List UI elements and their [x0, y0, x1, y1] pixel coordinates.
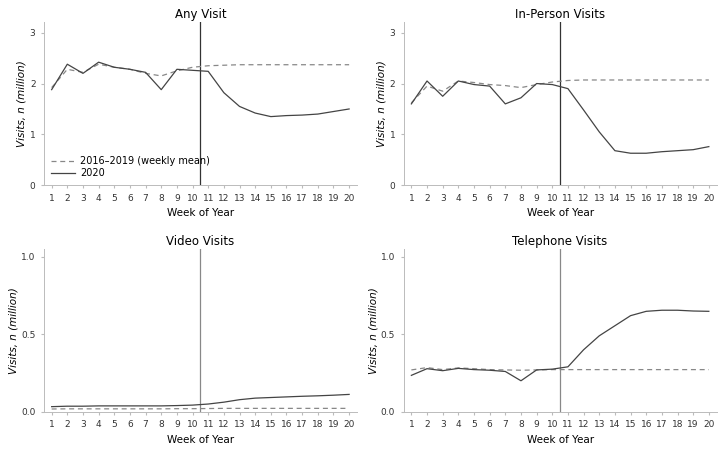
Y-axis label: Visits, n (million): Visits, n (million) — [17, 61, 27, 147]
Title: Video Visits: Video Visits — [166, 235, 234, 248]
Y-axis label: Visits, n (million): Visits, n (million) — [368, 287, 378, 374]
X-axis label: Week of Year: Week of Year — [167, 208, 234, 218]
Title: In-Person Visits: In-Person Visits — [515, 8, 605, 21]
X-axis label: Week of Year: Week of Year — [526, 208, 594, 218]
X-axis label: Week of Year: Week of Year — [167, 435, 234, 445]
X-axis label: Week of Year: Week of Year — [526, 435, 594, 445]
Title: Telephone Visits: Telephone Visits — [513, 235, 608, 248]
Title: Any Visit: Any Visit — [175, 8, 226, 21]
Y-axis label: Visits, n (million): Visits, n (million) — [8, 287, 18, 374]
Y-axis label: Visits, n (million): Visits, n (million) — [377, 61, 386, 147]
Legend: 2016–2019 (weekly mean), 2020: 2016–2019 (weekly mean), 2020 — [49, 154, 212, 180]
